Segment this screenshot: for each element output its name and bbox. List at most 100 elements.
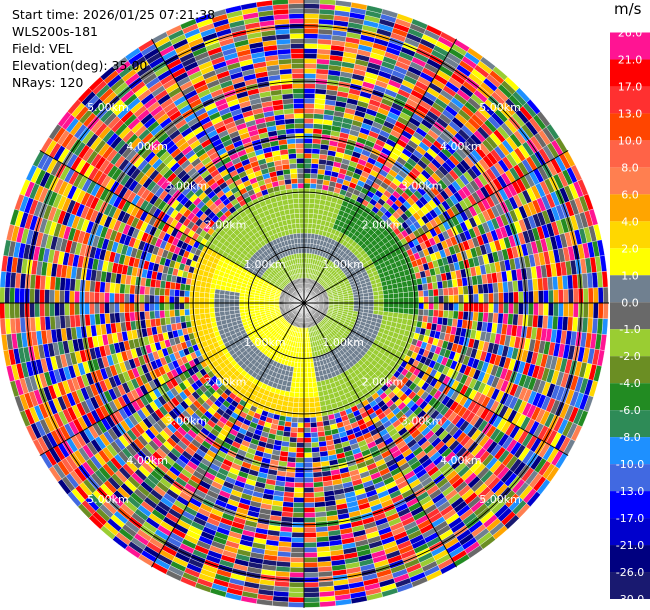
velocity-cell (298, 392, 305, 399)
velocity-cell (303, 98, 315, 104)
velocity-cell (303, 153, 313, 159)
velocity-cell (467, 311, 474, 321)
velocity-cell (482, 283, 489, 294)
velocity-cell (311, 158, 320, 165)
velocity-cell (303, 227, 309, 234)
velocity-cell (314, 198, 321, 205)
velocity-cell (289, 561, 305, 568)
velocity-cell (311, 441, 320, 448)
velocity-cell (393, 302, 400, 309)
velocity-cell (298, 407, 305, 413)
velocity-cell (314, 501, 326, 508)
velocity-cell (303, 472, 314, 478)
velocity-cell (378, 302, 385, 308)
velocity-cell (408, 302, 414, 309)
velocity-cell (303, 367, 308, 374)
velocity-cell (303, 28, 319, 35)
velocity-cell (312, 461, 322, 468)
velocity-cell (303, 63, 317, 69)
velocity-cell (303, 462, 313, 468)
velocity-cell (303, 13, 320, 20)
velocity-cell (307, 382, 314, 388)
velocity-cell (296, 437, 305, 443)
velocity-cell (422, 309, 429, 317)
velocity-cell (288, 441, 297, 448)
velocity-cell (312, 138, 322, 145)
velocity-cell (310, 421, 318, 428)
velocity-cell (518, 302, 524, 315)
velocity-cell (303, 203, 310, 209)
velocity-cell (303, 492, 315, 498)
velocity-cell (283, 491, 295, 498)
velocity-cell (428, 302, 434, 310)
velocity-cell (407, 285, 414, 293)
velocity-cell (423, 302, 429, 310)
velocity-cell (452, 286, 459, 296)
velocity-cell (312, 381, 318, 388)
velocity-cell (562, 302, 569, 318)
velocity-cell (427, 309, 434, 317)
velocity-cell (487, 312, 494, 324)
velocity-cell (373, 298, 380, 304)
velocity-cell (388, 302, 395, 308)
velocity-cell (309, 416, 317, 423)
velocity-cell (312, 133, 322, 140)
velocity-cell (507, 313, 514, 326)
velocity-cell (291, 542, 305, 548)
velocity-cell (602, 286, 609, 304)
velocity-cell (378, 306, 384, 312)
velocity-cell (313, 396, 320, 403)
velocity-cell (309, 183, 317, 190)
velocity-cell (373, 302, 380, 308)
velocity-cell (314, 93, 327, 100)
velocity-cell (307, 218, 314, 224)
velocity-cell (308, 397, 315, 403)
velocity-cell (437, 309, 444, 318)
velocity-cell (314, 506, 327, 513)
velocity-cell (303, 591, 320, 598)
velocity-cell (311, 446, 320, 453)
velocity-cell (387, 288, 394, 295)
velocity-cell (282, 501, 294, 508)
velocity-cell (313, 113, 325, 120)
velocity-cell (303, 571, 319, 578)
velocity-cell (303, 362, 308, 369)
velocity-cell (307, 228, 313, 234)
velocity-cell (498, 292, 504, 304)
velocity-cell (303, 586, 320, 593)
velocity-cell (303, 53, 318, 59)
velocity-cell (312, 471, 323, 478)
velocity-cell (383, 302, 390, 308)
velocity-cell (483, 302, 489, 313)
velocity-cell (508, 302, 514, 315)
velocity-cell (303, 88, 316, 94)
velocity-cell (548, 302, 554, 317)
velocity-cell (463, 294, 469, 304)
velocity-cell (303, 128, 314, 134)
velocity-cell (303, 547, 318, 553)
velocity-cell (433, 295, 439, 304)
velocity-cell (308, 208, 315, 214)
velocity-cell (567, 302, 574, 318)
velocity-cell (286, 461, 296, 468)
velocity-cell (427, 289, 434, 297)
velocity-cell (315, 416, 323, 423)
velocity-cell (303, 232, 308, 239)
velocity-cell (300, 362, 305, 369)
velocity-cell (567, 288, 574, 304)
velocity-cell (312, 386, 319, 393)
velocity-cell (297, 422, 305, 428)
velocity-cell (288, 581, 305, 588)
velocity-cell (294, 477, 305, 483)
velocity-cell (287, 601, 305, 608)
velocity-cell (312, 466, 322, 473)
velocity-cell (417, 308, 424, 316)
velocity-cell (289, 566, 305, 573)
velocity-cell (488, 302, 494, 314)
velocity-cell (303, 8, 320, 15)
velocity-cell (303, 217, 309, 224)
velocity-cell (303, 402, 310, 408)
velocity-cell (303, 417, 311, 423)
velocity-cell (462, 311, 469, 321)
